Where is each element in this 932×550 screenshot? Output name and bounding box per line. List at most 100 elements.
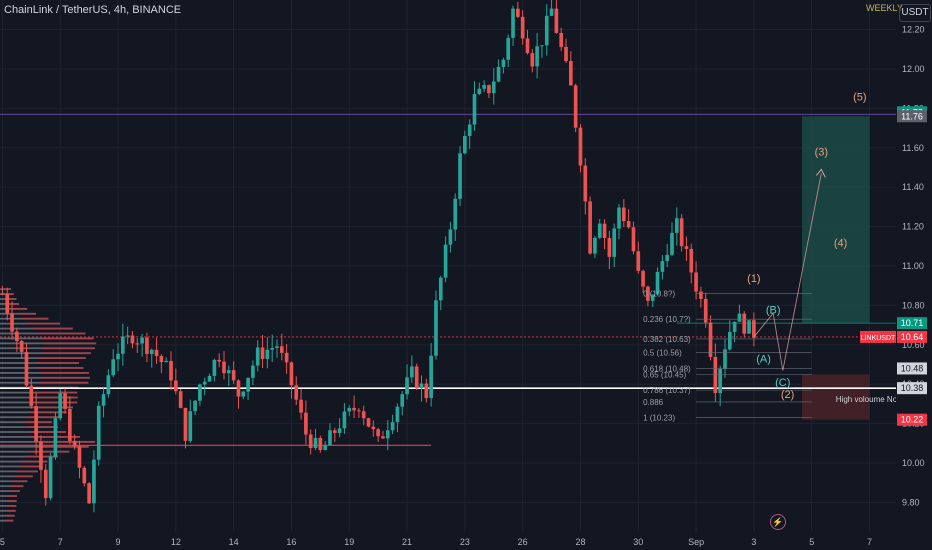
volume-bar-sell [7,504,17,507]
candle-body [92,459,96,504]
candle-body [164,360,169,363]
candle-body [694,272,698,292]
candle-body [655,271,660,295]
candle-body [63,393,67,409]
fib-level-label: 0 (10.8?) [643,290,675,299]
elliott-wave-projection: (1) (2) (3) (4) (5) (B) (A) (C) [747,91,866,401]
candle-body [540,45,544,47]
candle-body [410,366,414,378]
candle-body [621,207,626,222]
candle-body [366,418,371,427]
candle-body [381,436,385,439]
candle-body [482,85,486,89]
wave-projection-path [753,173,822,371]
volume-bar-sell [5,519,14,522]
volume-bar-sell [39,381,89,384]
wave-label: (5) [853,91,866,103]
candle-body [178,391,183,408]
candle-body [265,349,270,359]
candle-body [559,32,564,47]
volume-bar-sell [6,293,14,295]
bolt-icon[interactable]: ⚡ [770,514,786,530]
volume-bar-sell [38,332,86,335]
candle-body [602,223,607,238]
time-tick-label: 5 [0,537,5,547]
price-level-bg [897,317,927,330]
candle-body [207,375,212,382]
fib-level-label: 0.886 [643,398,664,407]
target-zone [802,116,870,324]
candle-body [255,347,260,366]
candle-body [703,298,708,323]
candle-body [583,165,588,202]
candle-body [573,85,578,128]
volume-bar-sell [32,406,74,409]
volume-bar-sell [21,460,48,463]
time-axis[interactable]: 5 7 9 12 14 16 19 21 23 26 28 30 Sep 3 5 7 [0,532,932,550]
time-tick-label: 30 [633,537,643,547]
candle-body [53,418,58,457]
candle-body [414,366,419,389]
price-tick-label: 11.40 [902,182,924,192]
currency-button[interactable]: USDT [899,4,931,22]
candle-body [463,135,467,154]
chart-title: ChainLink / TetherUS, 4h, BINANCE [4,4,182,16]
price-axis[interactable]: 12.2012.0011.8011.6011.4011.2011.0010.80… [896,0,932,550]
volume-bar-sell [42,440,96,443]
fibonacci-retracement: 0 (10.8?) 0.236 (10.7?) 0.382 (10.63) 0.5 (… [643,290,812,423]
volume-bar-sell [35,362,79,364]
volume-bar-sell [7,509,16,512]
candle-body [68,408,72,441]
volume-bar-sell [42,347,95,350]
candle-body [121,336,125,354]
grid-lines [0,0,896,532]
candle-body [43,469,48,499]
candle-body [198,384,202,401]
volume-bar-sell [12,480,28,483]
candle-body [597,223,602,238]
candle-body [371,426,376,430]
candle-body [96,405,101,460]
weekly-label[interactable]: WEEKLY [866,3,903,13]
candle-body [212,359,217,376]
candle-body [279,346,284,353]
stop-zone [802,374,870,420]
time-tick-label: 28 [575,537,585,547]
candle-body [718,368,723,394]
candle-body [520,16,525,39]
wave-label: (4) [834,237,847,249]
candle-body [87,483,91,504]
candle-body [674,218,679,233]
candle-body [713,357,718,394]
candle-body [169,360,173,381]
price-level-label: 10.48 [901,363,924,373]
candle-body [525,38,530,54]
candle-body [193,400,197,412]
time-tick-label: 19 [344,537,354,547]
volume-bar-sell [7,500,17,502]
candle-body [154,349,159,356]
time-tick-label: 9 [116,537,121,547]
candle-body [299,399,303,413]
candle-body [506,37,511,60]
candlestick-series [0,0,756,513]
price-tick-label: 10.00 [902,458,925,468]
candle-body [390,422,395,431]
fib-level-label: 0.236 (10.7?) [643,315,691,324]
candle-body [467,124,472,136]
price-level-label: 10.71 [901,318,924,328]
candle-body [670,232,674,255]
candle-body [29,385,34,407]
candle-body [58,393,63,419]
candle-body [226,370,231,374]
candle-body [313,437,318,448]
price-level-bg [897,330,927,343]
price-level-labels: 11.7811.7610.71LINKUSDT10.6410.4810.3810… [860,106,927,426]
candle-body [130,335,135,344]
time-tick-label: 7 [58,537,63,547]
candle-body [448,229,453,245]
volume-bar-sell [31,450,70,453]
candle-body [159,355,164,363]
candle-body [332,430,337,433]
fib-level-label: 0.786 (10.37) [643,386,691,395]
